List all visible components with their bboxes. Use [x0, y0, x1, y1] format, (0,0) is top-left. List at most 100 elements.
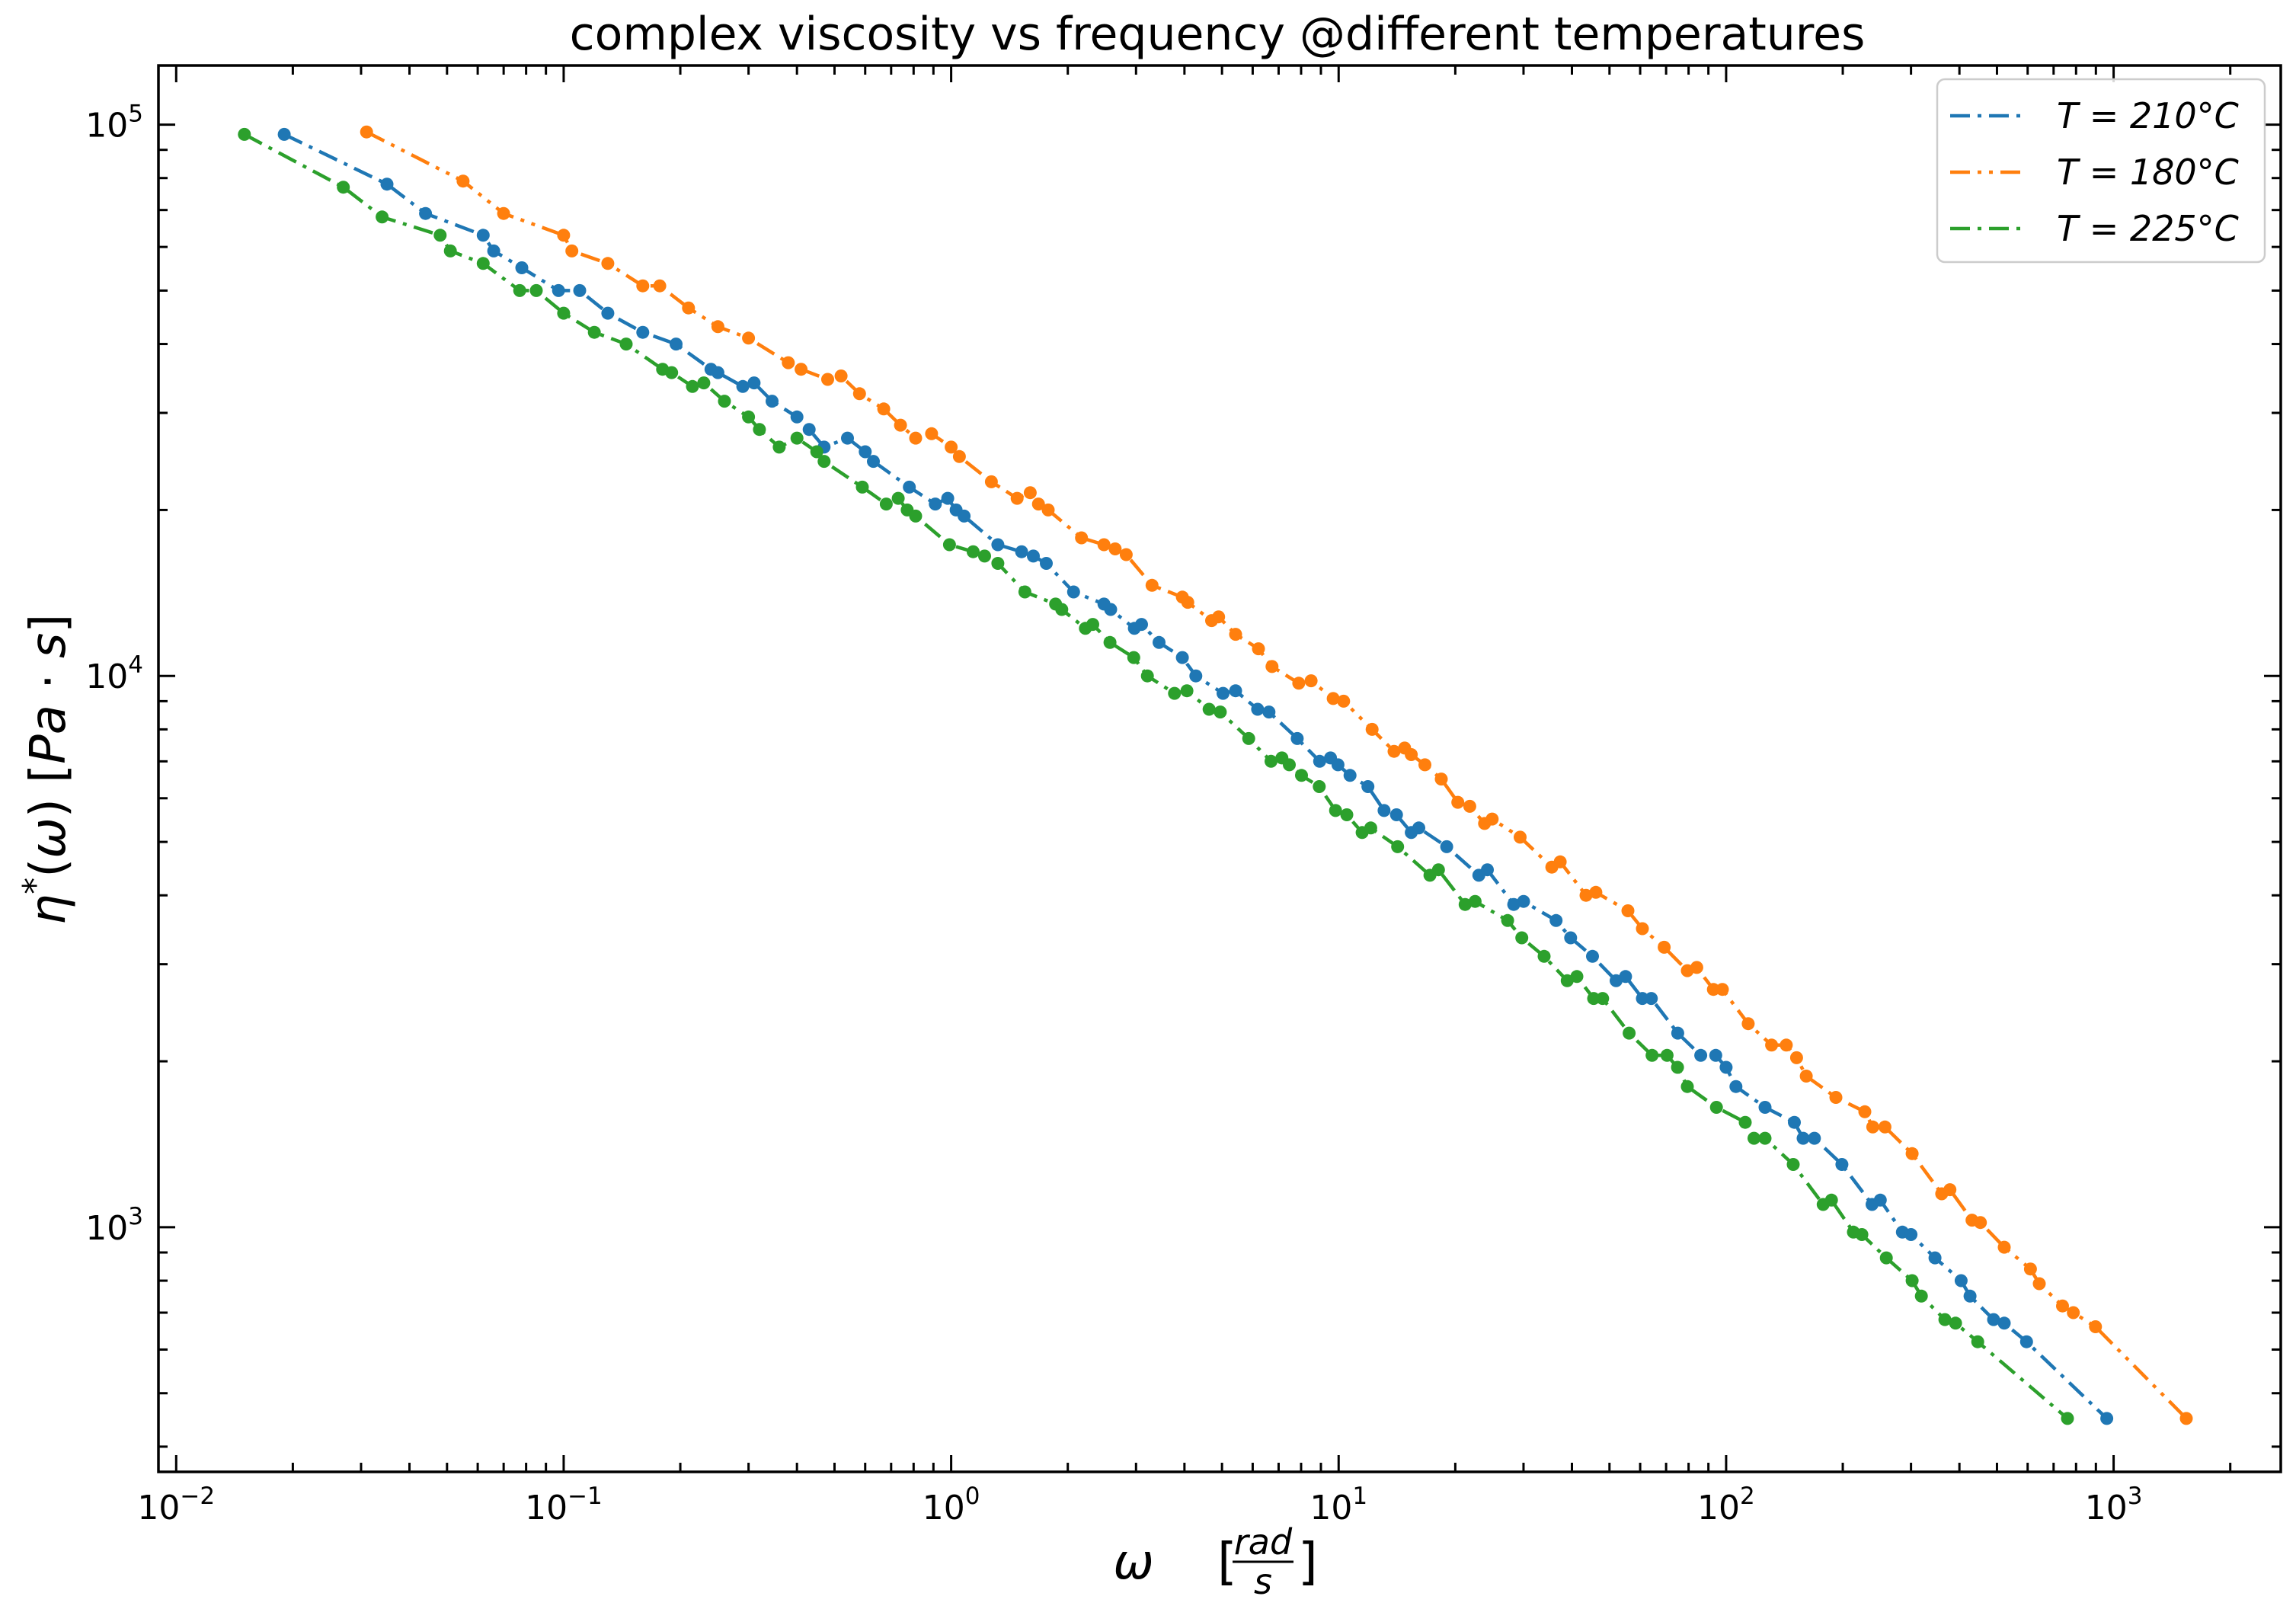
- x-axis-label: ω [ rad s ]: [1113, 1521, 1318, 1602]
- data-point: [925, 427, 939, 440]
- svg-text:]: ]: [1298, 1532, 1318, 1591]
- data-point: [1326, 692, 1340, 705]
- data-point: [1537, 949, 1551, 963]
- data-point: [1997, 1316, 2011, 1330]
- data-point: [1855, 1228, 1869, 1241]
- data-point: [1658, 940, 1671, 954]
- data-point: [967, 545, 980, 558]
- data-point: [711, 320, 724, 334]
- data-point: [747, 376, 761, 390]
- data-point: [1027, 549, 1040, 563]
- data-point: [1468, 894, 1482, 908]
- data-point: [1716, 983, 1729, 996]
- data-point: [821, 373, 834, 386]
- data-point: [1292, 677, 1306, 690]
- data-point: [1564, 931, 1578, 945]
- data-point: [1104, 603, 1118, 616]
- data-point: [1313, 754, 1326, 768]
- data-point: [456, 174, 470, 188]
- data-point: [1389, 808, 1403, 821]
- data-point: [653, 279, 667, 293]
- data-point: [958, 509, 971, 523]
- data-point: [573, 283, 587, 297]
- data-point: [2056, 1299, 2069, 1313]
- x-tick-label-exponent: 2: [1740, 1483, 1755, 1510]
- data-point: [380, 178, 394, 191]
- data-point: [1214, 705, 1227, 719]
- data-point: [1295, 769, 1308, 782]
- y-tick-label: 105: [85, 101, 143, 146]
- data-point: [1140, 669, 1154, 683]
- plot-frame: [157, 64, 2282, 1473]
- data-point: [1212, 610, 1226, 624]
- data-point: [1066, 585, 1080, 599]
- data-point: [1103, 635, 1117, 649]
- data-point: [1553, 855, 1567, 868]
- data-point: [476, 229, 490, 242]
- legend-entry: T = 210°C: [2057, 95, 2239, 136]
- data-point: [1589, 885, 1603, 899]
- data-point: [1364, 821, 1377, 835]
- data-point: [1587, 992, 1600, 1006]
- data-point: [1719, 1060, 1733, 1074]
- data-point: [1570, 970, 1584, 984]
- x-tick-label-base: 10: [923, 1489, 965, 1527]
- y-tick-label: 104: [85, 651, 143, 696]
- y-tick-label-base: 10: [85, 107, 128, 146]
- data-point: [670, 337, 683, 351]
- data-point: [1387, 744, 1401, 758]
- data-point: [1168, 686, 1182, 700]
- data-point: [1824, 1193, 1838, 1207]
- data-point: [529, 283, 543, 297]
- data-point: [1694, 1048, 1708, 1062]
- data-point: [1905, 1274, 1919, 1288]
- data-point: [1405, 748, 1418, 761]
- legend-entry: T = 180°C: [2057, 152, 2239, 193]
- data-point: [991, 538, 1005, 552]
- data-point: [376, 210, 389, 224]
- data-point: [360, 125, 373, 139]
- data-point: [2061, 1412, 2074, 1425]
- x-tick-label-base: 10: [525, 1489, 568, 1527]
- data-point: [601, 306, 615, 320]
- data-point: [790, 410, 804, 424]
- data-point: [1229, 684, 1242, 698]
- data-point: [810, 445, 823, 459]
- data-point: [1788, 1115, 1801, 1129]
- data-point: [1108, 542, 1122, 555]
- data-point: [2100, 1412, 2114, 1425]
- data-point: [1758, 1131, 1772, 1145]
- data-point: [1748, 1131, 1760, 1145]
- svg-text:s: s: [1254, 1561, 1272, 1602]
- data-point: [1313, 780, 1326, 793]
- x-tick-label: 100: [923, 1483, 980, 1527]
- data-point: [515, 261, 529, 274]
- data-point: [1671, 1060, 1684, 1074]
- data-point: [1987, 1313, 2000, 1326]
- data-point: [1621, 904, 1635, 917]
- x-tick-label: 10−1: [525, 1483, 603, 1527]
- data-point: [1189, 669, 1203, 683]
- legend-frame: [1936, 78, 2266, 264]
- data-point: [859, 445, 872, 459]
- data-point: [1914, 1289, 1928, 1303]
- data-point: [1217, 686, 1230, 700]
- data-point: [991, 557, 1005, 570]
- data-point: [1086, 618, 1099, 632]
- data-point: [238, 127, 251, 141]
- data-point: [682, 301, 696, 315]
- data-point: [867, 455, 880, 469]
- data-point: [1485, 812, 1499, 826]
- data-point: [1586, 949, 1599, 963]
- data-point: [1340, 808, 1354, 821]
- data-point: [277, 127, 291, 141]
- data-point: [1997, 1240, 2011, 1254]
- data-point: [557, 229, 571, 242]
- data-point: [1180, 684, 1194, 698]
- data-point: [1451, 795, 1465, 809]
- data-point: [984, 475, 998, 488]
- data-point: [1738, 1115, 1752, 1129]
- data-point: [766, 395, 779, 408]
- data-point: [894, 418, 907, 432]
- svg-text:rad: rad: [1234, 1521, 1293, 1563]
